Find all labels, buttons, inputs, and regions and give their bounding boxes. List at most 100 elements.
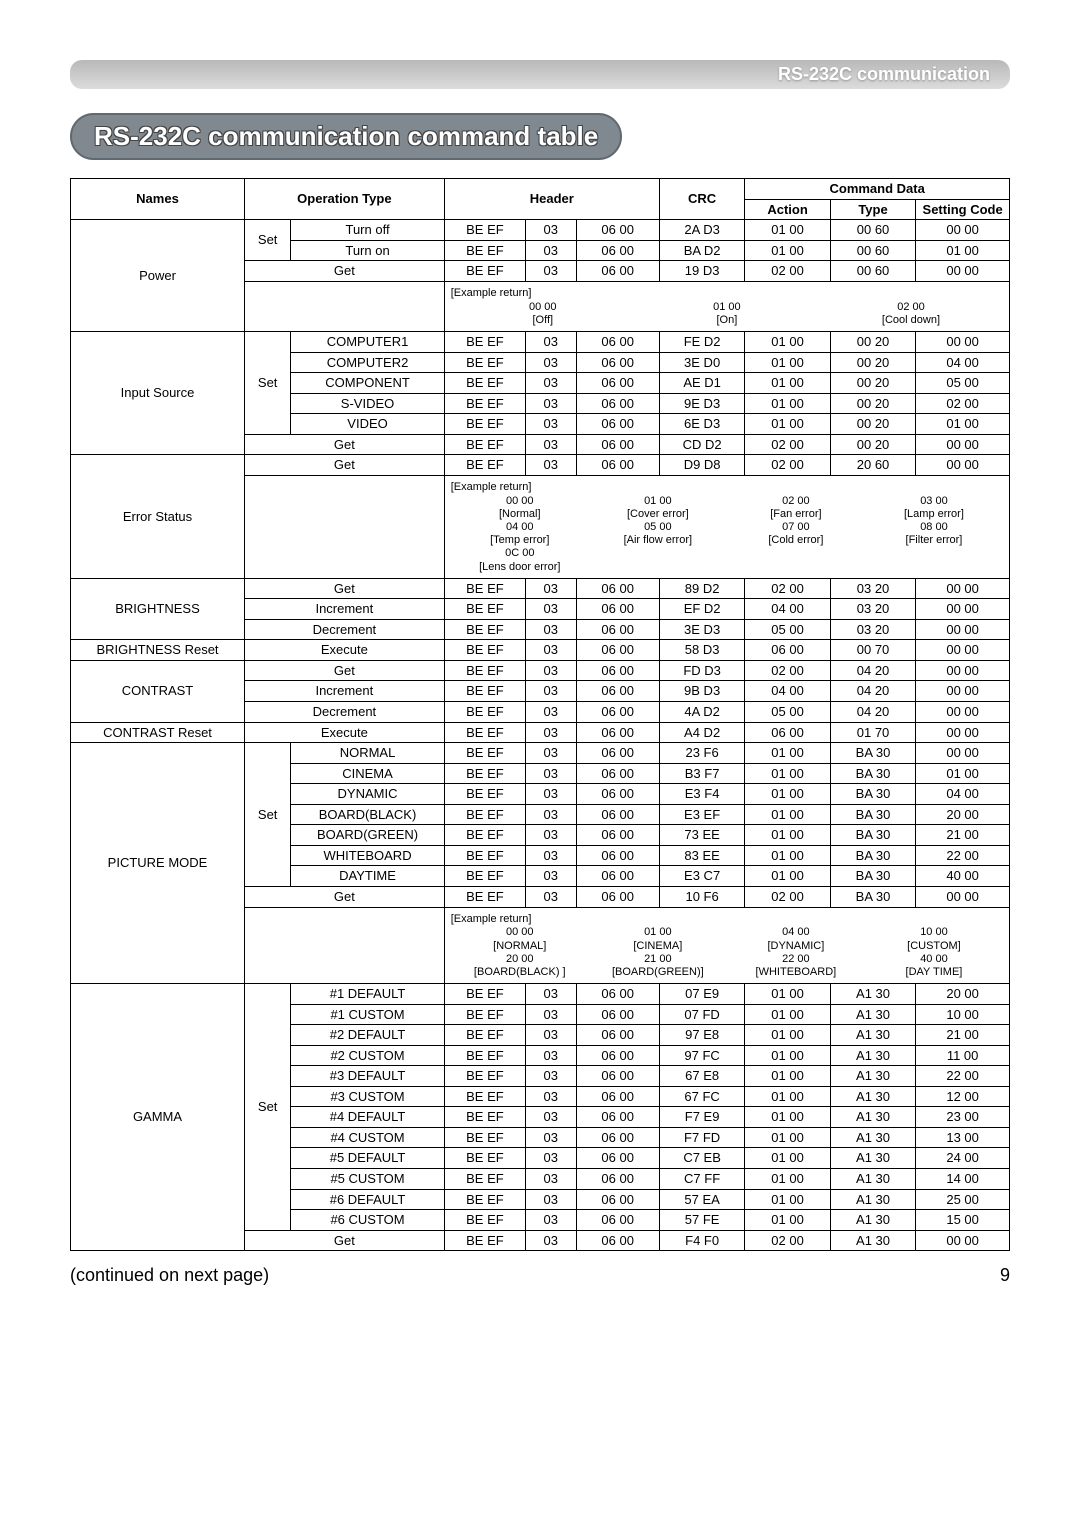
cell: 01 00: [745, 763, 830, 784]
cell: BE EF: [444, 261, 525, 282]
cell: DYNAMIC: [291, 784, 444, 805]
cell: 25 00: [916, 1189, 1010, 1210]
cell: 83 EE: [659, 845, 744, 866]
cell: 00 00: [916, 619, 1010, 640]
th-names: Names: [71, 179, 245, 220]
cell: 05 00: [745, 702, 830, 723]
cell: 01 00: [745, 1127, 830, 1148]
cell: 06 00: [576, 220, 659, 241]
cell: 3E D3: [659, 619, 744, 640]
cell: 03: [526, 1045, 576, 1066]
cell: BE EF: [444, 1066, 525, 1087]
cell: 22 00: [916, 845, 1010, 866]
banner-text: RS-232C communication: [778, 64, 990, 84]
th-operation: Operation Type: [245, 179, 445, 220]
cell: 03: [526, 1025, 576, 1046]
cell: 03: [526, 1189, 576, 1210]
cell: A1 30: [830, 1086, 915, 1107]
cell: 00 00: [916, 455, 1010, 476]
cell: 04 00: [745, 599, 830, 620]
cell: 00 20: [830, 393, 915, 414]
th-action: Action: [745, 199, 830, 220]
example-cell: [Example return]00 00[NORMAL]20 00[BOARD…: [444, 907, 1009, 984]
cell: 01 00: [745, 352, 830, 373]
cell: 06 00: [576, 1127, 659, 1148]
cell: BE EF: [444, 434, 525, 455]
cell: 03: [526, 1169, 576, 1190]
title-text: RS-232C communication command table: [94, 121, 598, 151]
cell: 03 20: [830, 578, 915, 599]
cell: 04 20: [830, 660, 915, 681]
example-cell: [Example return]00 00[Normal]04 00[Temp …: [444, 475, 1009, 578]
cell: 23 00: [916, 1107, 1010, 1128]
cell: 00 20: [830, 352, 915, 373]
cell: Input Source: [71, 331, 245, 454]
cell: 01 00: [745, 1107, 830, 1128]
cell: BE EF: [444, 763, 525, 784]
cell: 00 20: [830, 373, 915, 394]
cell: 06 00: [576, 1086, 659, 1107]
cell: 00 00: [916, 681, 1010, 702]
cell: 67 E8: [659, 1066, 744, 1087]
cell: 03: [526, 804, 576, 825]
cell: 06 00: [576, 866, 659, 887]
page-number: 9: [1000, 1265, 1010, 1286]
cell: 06 00: [576, 1169, 659, 1190]
cell: 00 20: [830, 434, 915, 455]
cell: BE EF: [444, 1086, 525, 1107]
cell: 01 00: [745, 1189, 830, 1210]
cell: 02 00: [745, 1230, 830, 1251]
cell: 06 00: [576, 702, 659, 723]
cell: 06 00: [576, 1107, 659, 1128]
table-row: CONTRAST ResetExecuteBE EF0306 00A4 D206…: [71, 722, 1010, 743]
cell: 06 00: [576, 261, 659, 282]
cell: 03 20: [830, 599, 915, 620]
cell: 06 00: [576, 825, 659, 846]
cell: BE EF: [444, 984, 525, 1005]
cell: 20 60: [830, 455, 915, 476]
cell: 01 00: [745, 414, 830, 435]
cell: 06 00: [576, 640, 659, 661]
cell: 97 FC: [659, 1045, 744, 1066]
cell: 00 20: [830, 331, 915, 352]
cell: 10 00: [916, 1004, 1010, 1025]
cell: 14 00: [916, 1169, 1010, 1190]
cell: BE EF: [444, 1127, 525, 1148]
table-row: PowerSetTurn offBE EF0306 002A D301 0000…: [71, 220, 1010, 241]
cell: 01 00: [745, 1086, 830, 1107]
cell: BE EF: [444, 373, 525, 394]
cell: 00 00: [916, 578, 1010, 599]
cell: BA 30: [830, 866, 915, 887]
cell: A1 30: [830, 1210, 915, 1231]
cell: BA 30: [830, 784, 915, 805]
cell: GAMMA: [71, 984, 245, 1251]
cell: C7 FF: [659, 1169, 744, 1190]
table-row: Error StatusGetBE EF0306 00D9 D802 0020 …: [71, 455, 1010, 476]
cell: BE EF: [444, 599, 525, 620]
cell: #3 CUSTOM: [291, 1086, 444, 1107]
cell: 01 00: [745, 220, 830, 241]
cell: 05 00: [916, 373, 1010, 394]
cell: 00 00: [916, 331, 1010, 352]
cell: BE EF: [444, 1045, 525, 1066]
cell: 00 00: [916, 743, 1010, 764]
cell: 05 00: [745, 619, 830, 640]
cell: A1 30: [830, 1127, 915, 1148]
cell: 03: [526, 825, 576, 846]
cell: 00 20: [830, 414, 915, 435]
cell: Execute: [245, 722, 445, 743]
cell: NORMAL: [291, 743, 444, 764]
cell: BE EF: [444, 660, 525, 681]
cell: BE EF: [444, 455, 525, 476]
cell: BE EF: [444, 619, 525, 640]
cell: 13 00: [916, 1127, 1010, 1148]
table-body: PowerSetTurn offBE EF0306 002A D301 0000…: [71, 220, 1010, 1251]
cell: A1 30: [830, 1045, 915, 1066]
table-row: BRIGHTNESS ResetExecuteBE EF0306 0058 D3…: [71, 640, 1010, 661]
cell: 03: [526, 240, 576, 261]
cell: 06 00: [576, 1025, 659, 1046]
cell: A1 30: [830, 1148, 915, 1169]
cell: 06 00: [576, 886, 659, 907]
cell: 01 00: [745, 784, 830, 805]
cell: BA 30: [830, 804, 915, 825]
